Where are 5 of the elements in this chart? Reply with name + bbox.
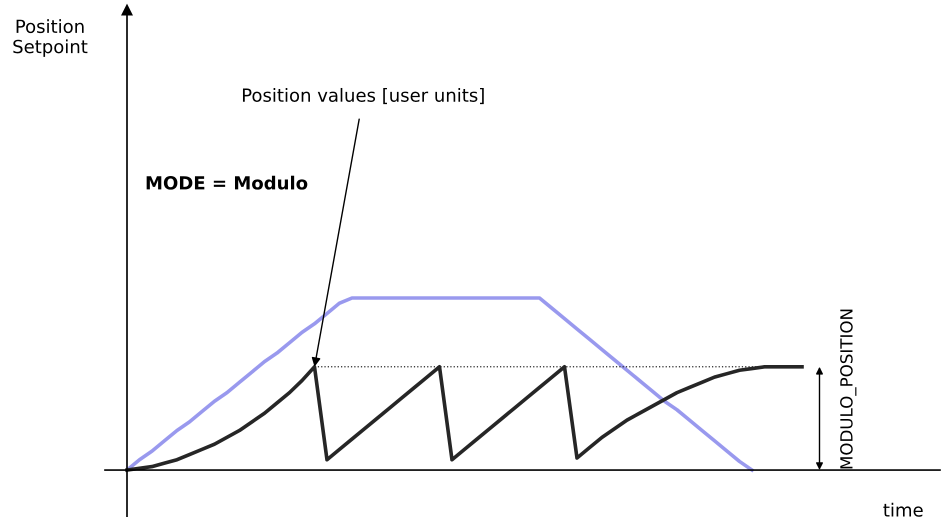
x-axis-title: time (883, 502, 923, 517)
text: Position Setpoint (13, 19, 88, 57)
text: Position values [user units] (242, 88, 484, 104)
text: MODE = Modulo (146, 176, 308, 190)
text: MODULO_POSITION (840, 310, 856, 468)
